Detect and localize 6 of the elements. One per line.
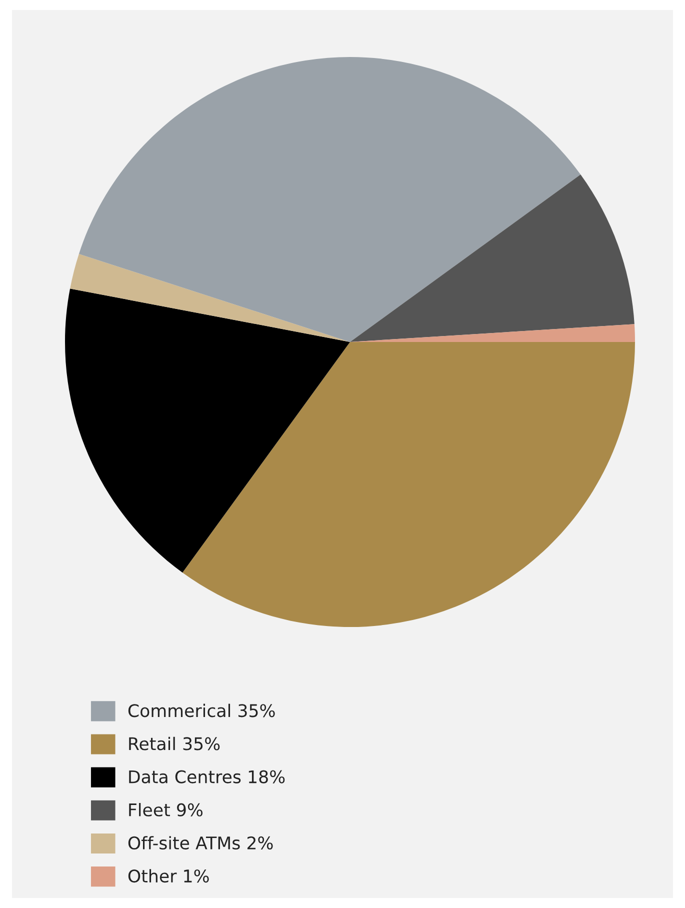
legend-label: Other 1% (128, 869, 209, 883)
legend-label: Commerical 35% (128, 704, 275, 718)
legend-label: Retail 35% (129, 736, 220, 750)
legend-label: Off-site ATMs 2% (128, 836, 273, 850)
legend-label: Data Centres 18% (129, 770, 285, 784)
legend-label: Fleet 9% (129, 802, 203, 816)
